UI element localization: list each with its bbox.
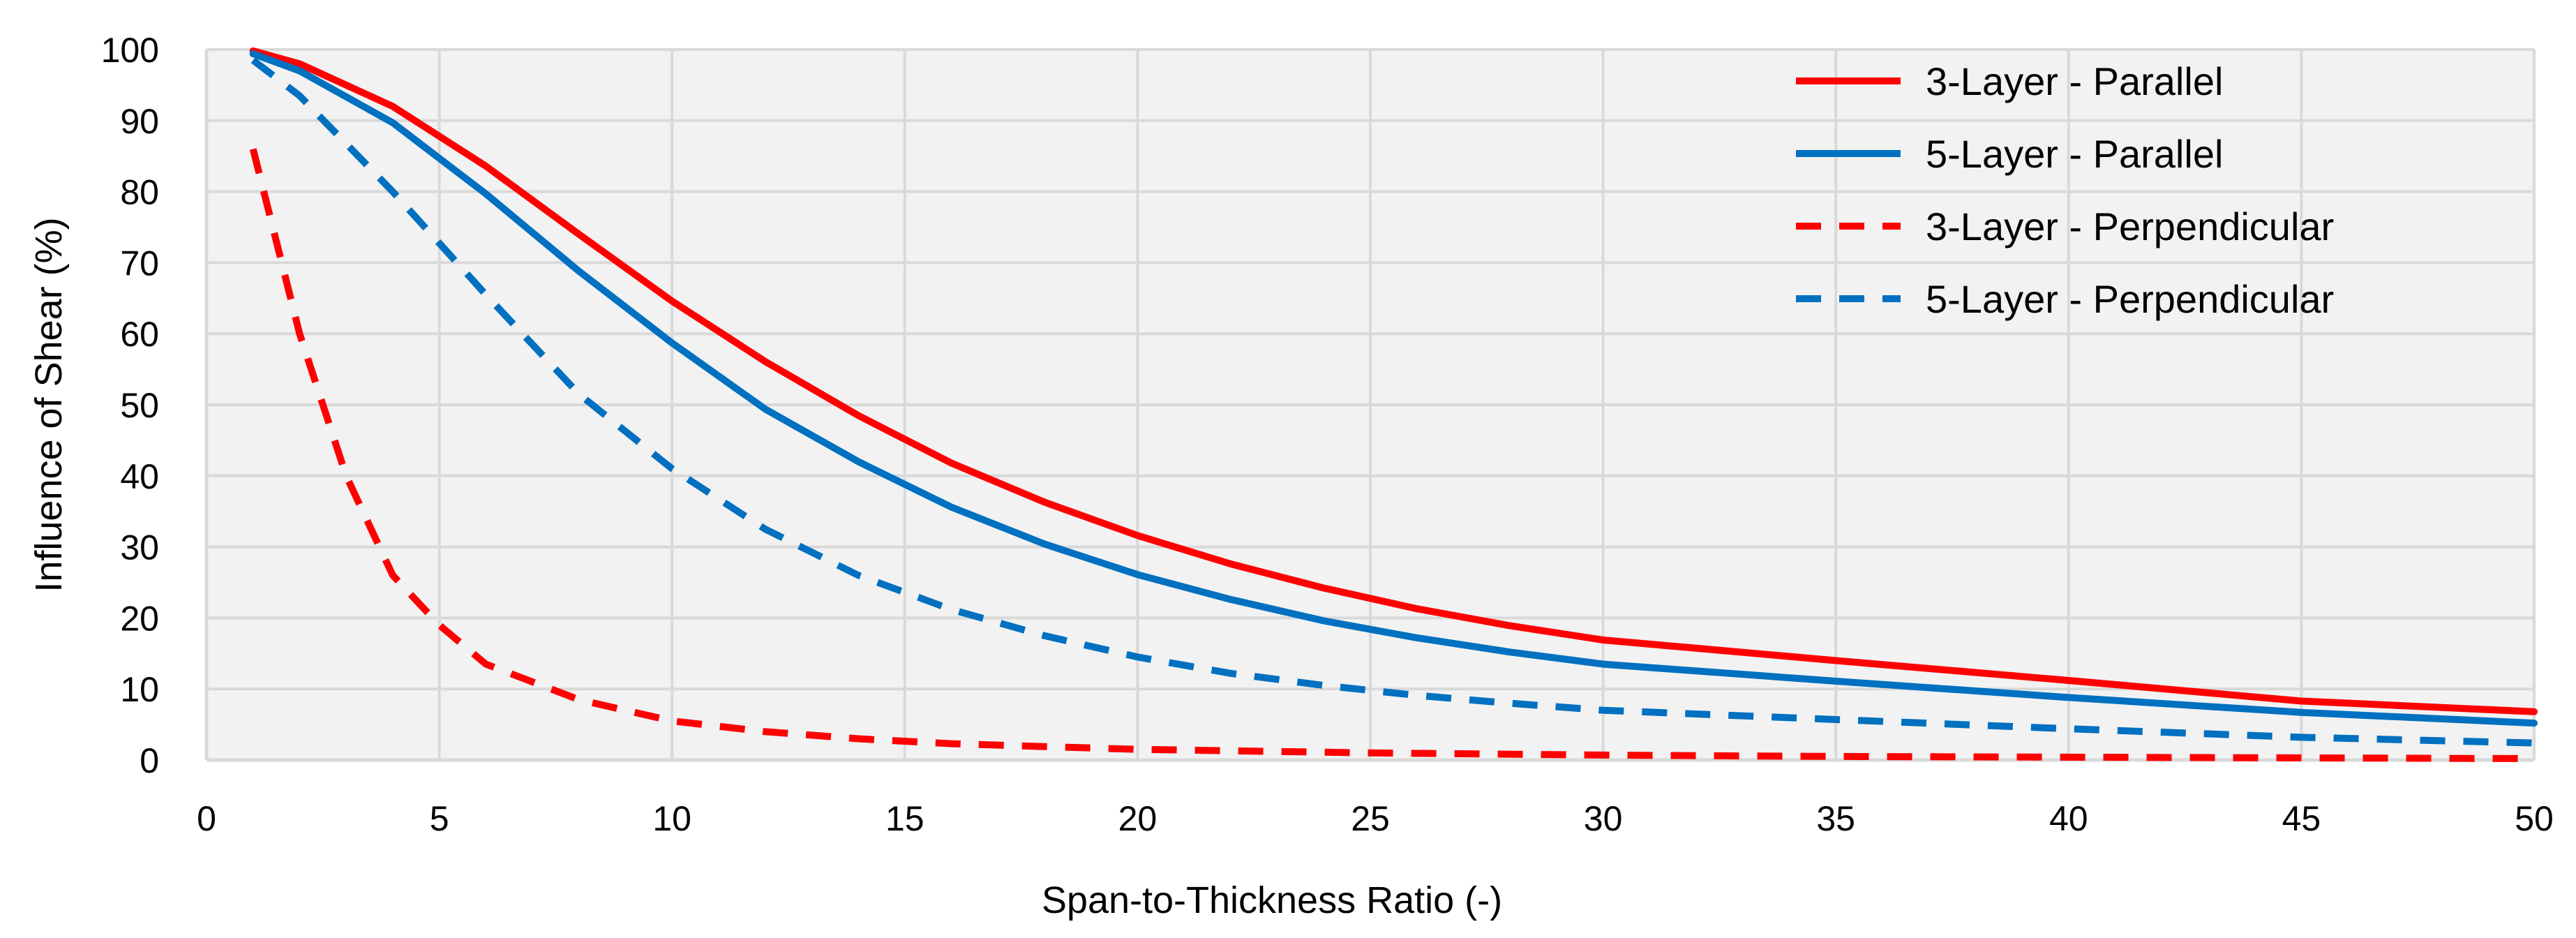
series-line-3 <box>249 148 2535 762</box>
series-lines <box>249 47 2538 762</box>
y-tick-label: 70 <box>120 244 159 283</box>
y-axis-title: Influence of Shear (%) <box>28 217 70 592</box>
x-tick-label: 35 <box>1816 799 1855 838</box>
x-tick-label: 30 <box>1584 799 1623 838</box>
series-line-4 <box>250 57 2535 747</box>
series-line-1 <box>249 47 2538 715</box>
y-tick-label: 0 <box>140 741 159 780</box>
series-line-2 <box>249 50 2538 727</box>
y-tick-label: 90 <box>120 102 159 141</box>
axes <box>204 50 2534 762</box>
legend-label-1: 3-Layer - Parallel <box>1926 59 2223 103</box>
y-tick-label: 10 <box>120 670 159 709</box>
legend-label-3: 3-Layer - Perpendicular <box>1926 204 2334 248</box>
y-tick-label: 50 <box>120 386 159 425</box>
x-tick-label: 45 <box>2282 799 2321 838</box>
y-tick-label: 60 <box>120 315 159 354</box>
x-tick-label: 40 <box>2049 799 2088 838</box>
x-tick-label: 20 <box>1118 799 1158 838</box>
y-tick-label: 20 <box>120 599 159 638</box>
x-tick-label: 15 <box>885 799 924 838</box>
x-tick-label: 50 <box>2515 799 2554 838</box>
x-tick-label: 5 <box>430 799 449 838</box>
x-axis-title: Span-to-Thickness Ratio (-) <box>1042 879 1502 921</box>
x-tick-label: 10 <box>652 799 691 838</box>
legend-label-2: 5-Layer - Parallel <box>1926 132 2223 176</box>
tick-labels: 0 5 10 15 20 25 30 35 40 45 50 0 10 20 30 40 50 60 70 80 90 1… <box>101 31 2554 838</box>
y-tick-label: 30 <box>120 528 159 567</box>
y-tick-label: 40 <box>120 457 159 496</box>
x-tick-label: 25 <box>1351 799 1390 838</box>
y-tick-label: 80 <box>120 173 159 212</box>
legend-label-4: 5-Layer - Perpendicular <box>1926 277 2334 321</box>
x-tick-label: 0 <box>197 799 216 838</box>
y-tick-label: 100 <box>101 31 159 70</box>
legend: 3-Layer - Parallel 5-Layer - Parallel 3-La… <box>1796 59 2334 321</box>
